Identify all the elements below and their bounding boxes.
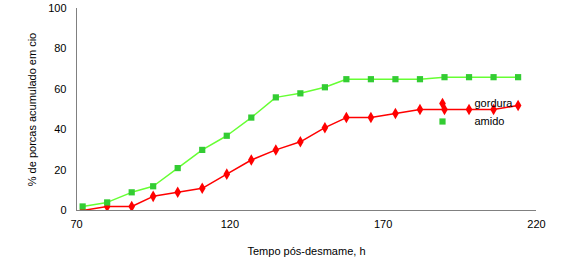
svg-text:170: 170	[374, 218, 392, 230]
svg-text:amido: amido	[475, 115, 505, 127]
svg-text:220: 220	[527, 218, 545, 230]
svg-text:gordura: gordura	[475, 97, 514, 109]
svg-text:60: 60	[54, 83, 66, 95]
svg-text:% de porcas acumulado em cio: % de porcas acumulado em cio	[26, 33, 38, 186]
svg-text:80: 80	[54, 42, 66, 54]
svg-text:Tempo pós-desmame, h: Tempo pós-desmame, h	[248, 245, 366, 257]
svg-text:100: 100	[48, 2, 66, 14]
svg-text:40: 40	[54, 123, 66, 135]
svg-text:0: 0	[60, 204, 66, 216]
svg-text:120: 120	[221, 218, 239, 230]
svg-text:20: 20	[54, 164, 66, 176]
svg-text:70: 70	[70, 218, 82, 230]
